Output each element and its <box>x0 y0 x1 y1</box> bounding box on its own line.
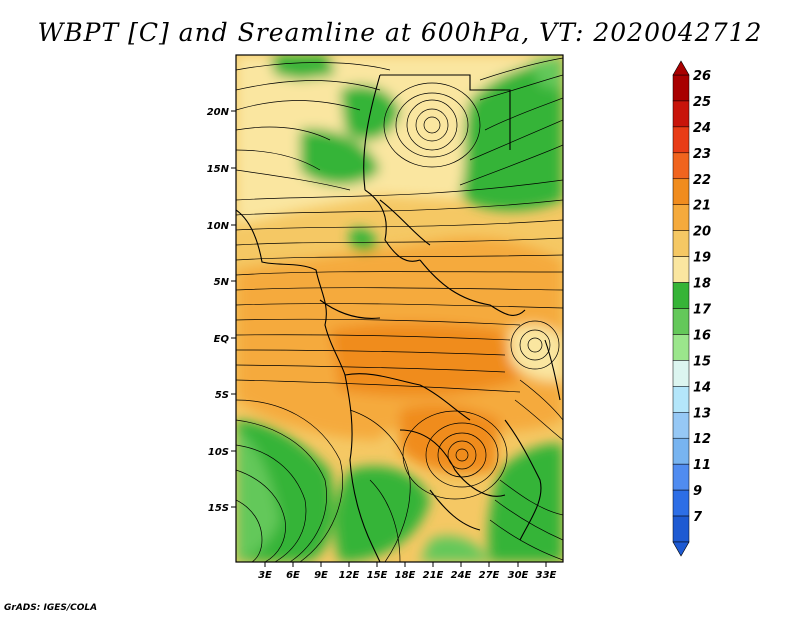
colorbar-label: 19 <box>693 251 711 266</box>
lat-label: 10N <box>207 221 230 232</box>
colorbar-swatch <box>672 178 690 205</box>
map-frame <box>235 54 564 563</box>
longitude-axis: 3E 6E 9E 12E 15E 18E 21E 24E 27E 30E 33E <box>258 562 557 581</box>
lon-label: 12E <box>339 570 360 581</box>
colorbar-swatch <box>672 515 690 543</box>
lon-label: 33E <box>536 570 557 581</box>
colorbar-label: 22 <box>693 173 711 188</box>
colorbar-label: 25 <box>693 95 711 110</box>
colorbar-swatch <box>672 437 690 465</box>
map-title: WBPT [C] and Sreamline at 600hPa, VT: 20… <box>37 18 763 47</box>
lon-label: 27E <box>479 570 500 581</box>
colorbar-label: 18 <box>693 277 711 292</box>
lat-label: 15N <box>207 164 230 175</box>
colorbar-label: 14 <box>693 380 711 395</box>
colorbar-label: 15 <box>693 354 711 369</box>
lat-label: EQ <box>214 334 230 345</box>
colorbar-label: 9 <box>693 484 702 499</box>
colorbar-label: 16 <box>693 328 711 343</box>
colorbar-swatch <box>672 256 690 283</box>
colorbar-label: 26 <box>693 69 711 84</box>
colorbar-swatch <box>672 308 690 335</box>
colorbar-swatch <box>672 126 690 154</box>
colorbar-label: 20 <box>693 225 711 240</box>
colorbar-swatch <box>672 489 690 517</box>
colorbar-min-arrow <box>672 541 690 557</box>
colorbar-swatch <box>672 334 690 361</box>
lon-label: 24E <box>451 570 472 581</box>
lon-label: 9E <box>314 570 328 581</box>
colorbar-swatch <box>672 74 690 102</box>
colorbar-label: 11 <box>693 458 711 473</box>
colorbar-label: 17 <box>693 303 712 318</box>
colorbar-swatch <box>672 282 690 309</box>
colorbar-swatch <box>672 360 690 387</box>
lon-label: 15E <box>367 570 388 581</box>
colorbar-label: 12 <box>693 432 711 447</box>
colorbar-max-arrow <box>672 60 690 76</box>
colorbar-swatch <box>672 230 690 257</box>
wbpt-shading <box>236 55 563 562</box>
colorbar-swatch <box>672 412 690 439</box>
lon-label: 21E <box>423 570 444 581</box>
streamlines <box>236 57 563 562</box>
colorbar: 26 25 24 23 22 21 20 19 18 17 16 15 14 13 12 11 9 7 <box>672 60 712 557</box>
colorbar-swatch <box>672 463 690 491</box>
lat-label: 15S <box>208 503 229 514</box>
lon-label: 18E <box>395 570 416 581</box>
colorbar-swatch <box>672 152 690 180</box>
colorbar-swatch <box>672 204 690 231</box>
colorbar-label: 21 <box>693 199 711 214</box>
colorbar-label: 7 <box>693 510 703 525</box>
colorbar-label: 23 <box>693 147 711 162</box>
colorbar-label: 13 <box>693 406 711 421</box>
lat-label: 10S <box>208 447 229 458</box>
colorbar-swatch <box>672 100 690 128</box>
lat-label: 20N <box>207 107 230 118</box>
colorbar-swatch <box>672 386 690 413</box>
colorbar-label: 24 <box>693 121 711 136</box>
lon-label: 6E <box>286 570 300 581</box>
latitude-axis: 20N 15N 10N 5N EQ 5S 10S 15S <box>207 107 236 514</box>
lon-label: 30E <box>508 570 529 581</box>
lon-label: 3E <box>258 570 272 581</box>
country-borders <box>236 74 561 562</box>
lat-label: 5S <box>215 390 229 401</box>
lat-label: 5N <box>214 277 230 288</box>
grads-credit: GrADS: IGES/COLA <box>4 603 98 613</box>
